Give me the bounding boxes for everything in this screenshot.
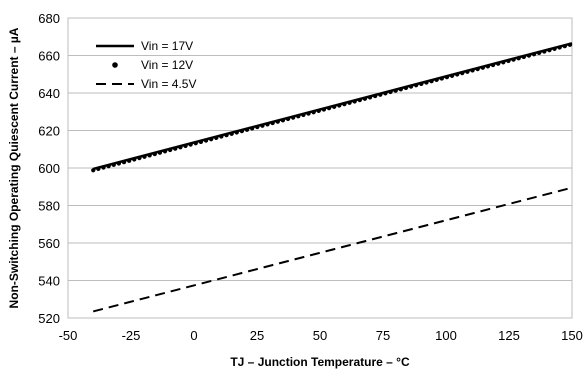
y-tick-label: 600 bbox=[38, 161, 60, 176]
y-tick-label: 560 bbox=[38, 236, 60, 251]
x-tick-labels: -50 -25 0 25 50 75 100 125 150 bbox=[59, 328, 583, 343]
x-tick-label: 100 bbox=[435, 328, 457, 343]
y-axis-title: Non-Switching Operating Quiescent Curren… bbox=[7, 27, 21, 308]
x-tick-label: 75 bbox=[376, 328, 390, 343]
legend-label: Vin = 4.5V bbox=[141, 77, 197, 91]
legend-label: Vin = 12V bbox=[141, 58, 193, 72]
grid-lines bbox=[68, 55, 572, 281]
y-tick-label: 520 bbox=[38, 311, 60, 326]
y-tick-label: 640 bbox=[38, 86, 60, 101]
y-tick-label: 660 bbox=[38, 49, 60, 64]
x-tick-label: 150 bbox=[561, 328, 583, 343]
x-tick-label: 125 bbox=[498, 328, 520, 343]
plot-area-border bbox=[67, 17, 573, 319]
legend-marker bbox=[112, 62, 118, 68]
y-tick-label: 680 bbox=[38, 11, 60, 26]
y-tick-labels: 520 540 560 580 600 620 640 660 680 bbox=[38, 11, 60, 326]
x-tick-label: 50 bbox=[313, 328, 327, 343]
x-tick-label: 25 bbox=[250, 328, 264, 343]
y-tick-label: 620 bbox=[38, 124, 60, 139]
y-tick-label: 580 bbox=[38, 199, 60, 214]
series-lines bbox=[91, 42, 575, 313]
legend-label: Vin = 17V bbox=[141, 39, 193, 53]
legend: Vin = 17V Vin = 12V Vin = 4.5V bbox=[96, 39, 197, 91]
y-tick-label: 540 bbox=[38, 274, 60, 289]
x-tick-label: -25 bbox=[122, 328, 141, 343]
series-line-2 bbox=[91, 42, 575, 173]
series-line-3 bbox=[92, 186, 573, 313]
x-tick-label: -50 bbox=[59, 328, 78, 343]
x-axis-title: TJ – Junction Temperature – °C bbox=[230, 355, 410, 369]
x-tick-label: 0 bbox=[190, 328, 197, 343]
